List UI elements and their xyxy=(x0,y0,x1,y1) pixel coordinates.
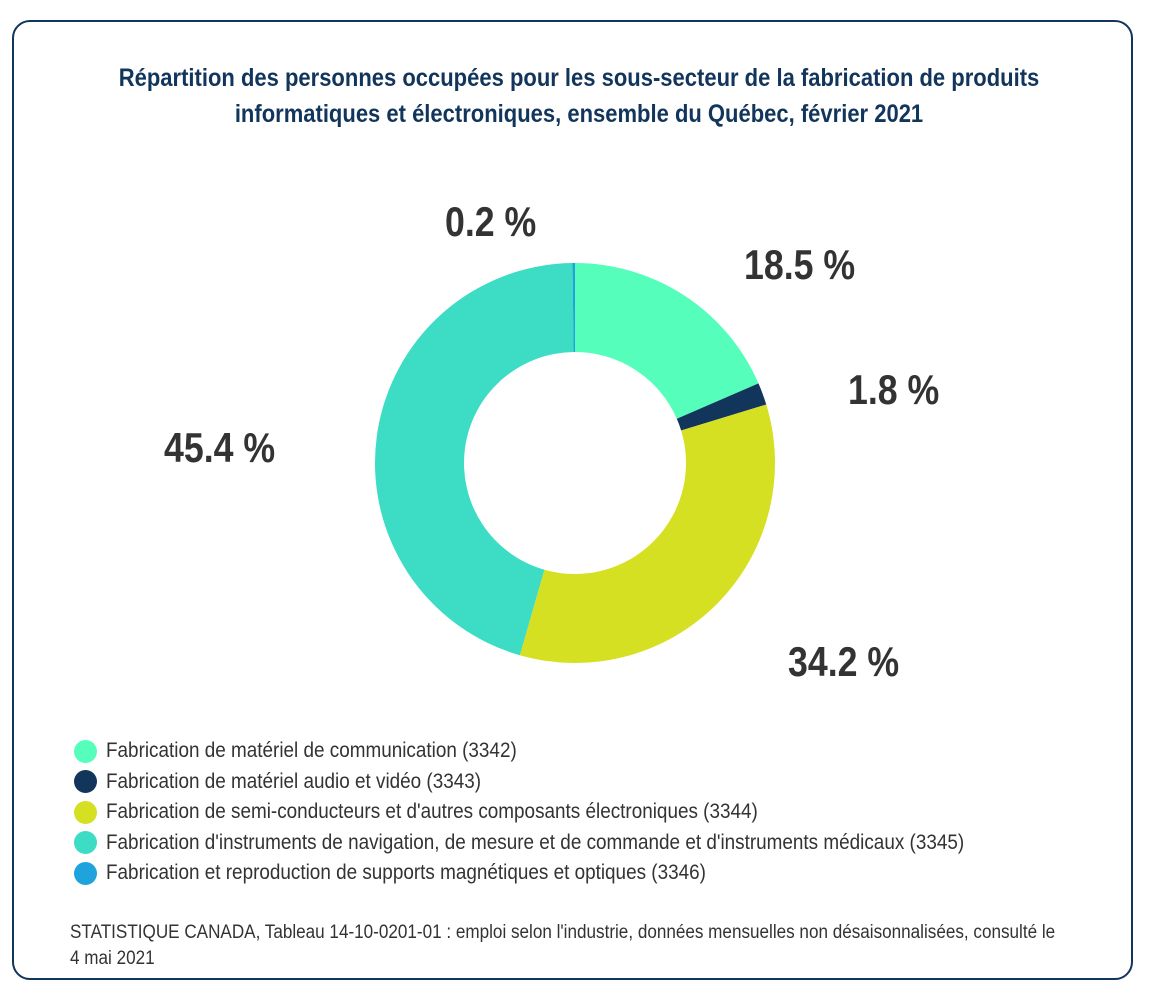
donut-slice xyxy=(676,383,767,431)
legend-swatch xyxy=(74,861,97,885)
legend-item: Fabrication de semi-conducteurs et d'aut… xyxy=(74,797,1060,828)
legend-item: Fabrication d'instruments de navigation,… xyxy=(74,828,1060,859)
chart-title: Répartition des personnes occupées pour … xyxy=(118,64,1040,128)
data-label-3342: 18.5 % xyxy=(744,241,856,288)
legend: Fabrication de matériel de communication… xyxy=(74,736,1060,889)
legend-item: Fabrication de matériel de communication… xyxy=(74,736,1060,767)
source-note: STATISTIQUE CANADA, Tableau 14-10-0201-0… xyxy=(70,922,1056,969)
legend-item: Fabrication et reproduction de supports … xyxy=(74,858,1060,889)
data-label-3343: 1.8 % xyxy=(848,366,940,413)
legend-swatch xyxy=(74,770,97,794)
donut-slice xyxy=(519,404,775,663)
legend-swatch xyxy=(74,800,97,824)
data-label-3346: 0.2 % xyxy=(445,198,537,245)
legend-item: Fabrication de matériel audio et vidéo (… xyxy=(74,767,1060,798)
donut-slice xyxy=(572,263,575,353)
legend-swatch xyxy=(74,831,97,855)
donut-slice xyxy=(575,263,759,419)
legend-swatch xyxy=(74,739,97,763)
chart-frame xyxy=(12,20,1133,980)
data-label-3344: 34.2 % xyxy=(788,638,900,685)
donut-slice xyxy=(375,263,574,656)
data-label-3345: 45.4 % xyxy=(164,424,276,471)
